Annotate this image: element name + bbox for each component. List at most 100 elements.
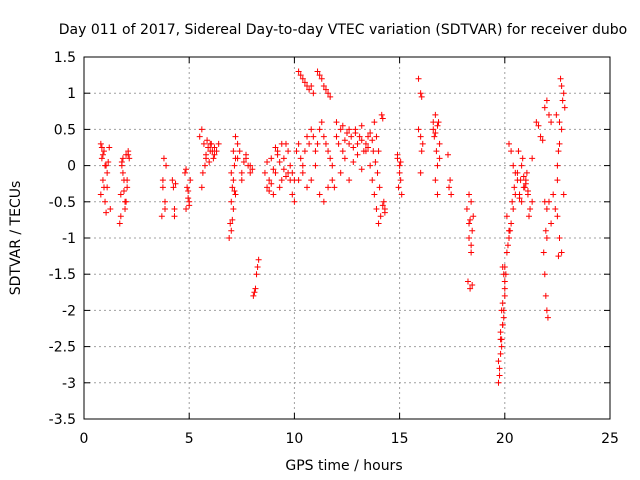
data-point	[417, 169, 424, 176]
data-point	[560, 191, 567, 198]
data-point	[278, 177, 285, 184]
data-point	[99, 177, 106, 184]
data-point	[266, 177, 273, 184]
data-point	[468, 198, 475, 205]
data-point	[184, 184, 191, 191]
data-point	[396, 169, 403, 176]
y-tick-label: -2.5	[49, 340, 76, 356]
data-point	[545, 198, 552, 205]
data-point	[537, 133, 544, 140]
data-point	[354, 140, 361, 147]
data-point	[463, 206, 470, 213]
data-point	[556, 235, 563, 241]
data-point	[230, 148, 237, 155]
data-point	[314, 140, 321, 147]
data-point	[522, 180, 529, 187]
data-point	[381, 209, 388, 216]
data-point	[434, 122, 441, 129]
data-point	[395, 184, 402, 191]
data-point	[369, 177, 376, 184]
data-point	[264, 184, 271, 191]
data-point	[498, 343, 505, 350]
data-point	[415, 126, 422, 133]
data-point	[432, 177, 439, 184]
data-point	[199, 169, 206, 176]
data-point	[171, 206, 178, 213]
data-point	[523, 169, 530, 176]
data-point	[468, 249, 475, 256]
data-point	[103, 209, 110, 216]
data-point	[247, 169, 254, 176]
data-point	[518, 162, 525, 169]
data-point	[375, 148, 382, 155]
data-point	[501, 285, 508, 292]
data-point	[520, 173, 527, 180]
data-point	[506, 235, 513, 241]
data-point	[159, 177, 166, 184]
data-point	[232, 191, 239, 198]
data-point	[525, 213, 532, 220]
data-point	[432, 111, 439, 118]
data-point	[231, 187, 238, 194]
data-point	[208, 140, 215, 147]
data-point	[228, 169, 235, 176]
data-point	[276, 158, 283, 165]
data-point	[230, 177, 237, 184]
data-point	[466, 220, 473, 227]
data-point	[506, 140, 513, 147]
data-point	[498, 307, 505, 314]
data-point	[268, 155, 275, 162]
data-point	[432, 130, 439, 137]
data-point	[162, 198, 169, 205]
data-point	[514, 169, 521, 176]
data-point	[320, 82, 327, 89]
data-point	[431, 133, 438, 140]
data-point	[501, 263, 508, 270]
data-point	[264, 158, 271, 165]
data-point	[468, 242, 475, 249]
data-point	[466, 191, 473, 198]
data-point	[496, 372, 503, 379]
data-point	[250, 292, 257, 299]
data-point	[435, 119, 442, 126]
grid-layer	[84, 57, 610, 419]
data-point	[203, 151, 210, 158]
data-point	[509, 198, 516, 205]
x-tick-label: 0	[80, 431, 89, 447]
data-point	[346, 177, 353, 184]
data-point	[548, 220, 555, 227]
data-point	[320, 133, 327, 140]
data-point	[540, 249, 547, 256]
data-point	[553, 111, 560, 118]
data-point	[341, 137, 348, 144]
data-point	[261, 169, 268, 176]
data-point	[555, 148, 562, 155]
data-point	[295, 140, 302, 147]
data-point	[543, 97, 550, 104]
data-point	[211, 144, 218, 151]
data-point	[466, 235, 473, 241]
data-point	[304, 133, 311, 140]
data-point	[181, 169, 188, 176]
data-point	[297, 155, 304, 162]
data-point	[272, 169, 279, 176]
data-point	[97, 140, 104, 147]
data-point	[159, 184, 166, 191]
data-point	[308, 82, 315, 89]
data-point	[320, 198, 327, 205]
data-point	[198, 126, 205, 133]
data-point	[533, 119, 540, 126]
data-point	[266, 187, 273, 194]
data-point	[558, 126, 565, 133]
y-tick-label: 1	[67, 86, 76, 102]
data-point	[289, 169, 296, 176]
data-point	[499, 321, 506, 328]
data-point	[118, 158, 125, 165]
data-point	[373, 133, 380, 140]
data-point	[204, 137, 211, 144]
data-point	[285, 148, 292, 155]
data-point	[249, 166, 256, 173]
data-point	[376, 184, 383, 191]
data-point	[417, 133, 424, 140]
data-point	[559, 97, 566, 104]
